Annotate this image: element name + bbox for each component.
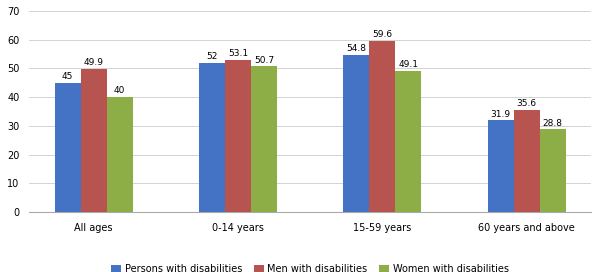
- Bar: [369, 41, 395, 212]
- Bar: [106, 97, 133, 212]
- Text: 45: 45: [62, 72, 74, 81]
- Text: 31.9: 31.9: [490, 110, 511, 119]
- Text: 49.9: 49.9: [84, 58, 103, 67]
- Bar: [514, 110, 539, 212]
- Text: 52: 52: [206, 52, 218, 61]
- Text: 50.7: 50.7: [254, 56, 274, 65]
- Bar: [54, 83, 81, 212]
- Text: 53.1: 53.1: [228, 49, 248, 58]
- Bar: [199, 63, 225, 212]
- Bar: [251, 66, 277, 212]
- Bar: [81, 69, 106, 212]
- Legend: Persons with disabilities, Men with disabilities, Women with disabilities: Persons with disabilities, Men with disa…: [108, 261, 512, 272]
- Text: 59.6: 59.6: [372, 30, 392, 39]
- Text: 54.8: 54.8: [346, 44, 366, 53]
- Bar: [395, 71, 421, 212]
- Text: 28.8: 28.8: [542, 119, 563, 128]
- Bar: [487, 120, 514, 212]
- Bar: [225, 60, 251, 212]
- Bar: [343, 55, 369, 212]
- Text: 49.1: 49.1: [398, 60, 418, 69]
- Text: 40: 40: [114, 86, 125, 95]
- Text: 35.6: 35.6: [517, 99, 536, 108]
- Bar: [539, 129, 566, 212]
